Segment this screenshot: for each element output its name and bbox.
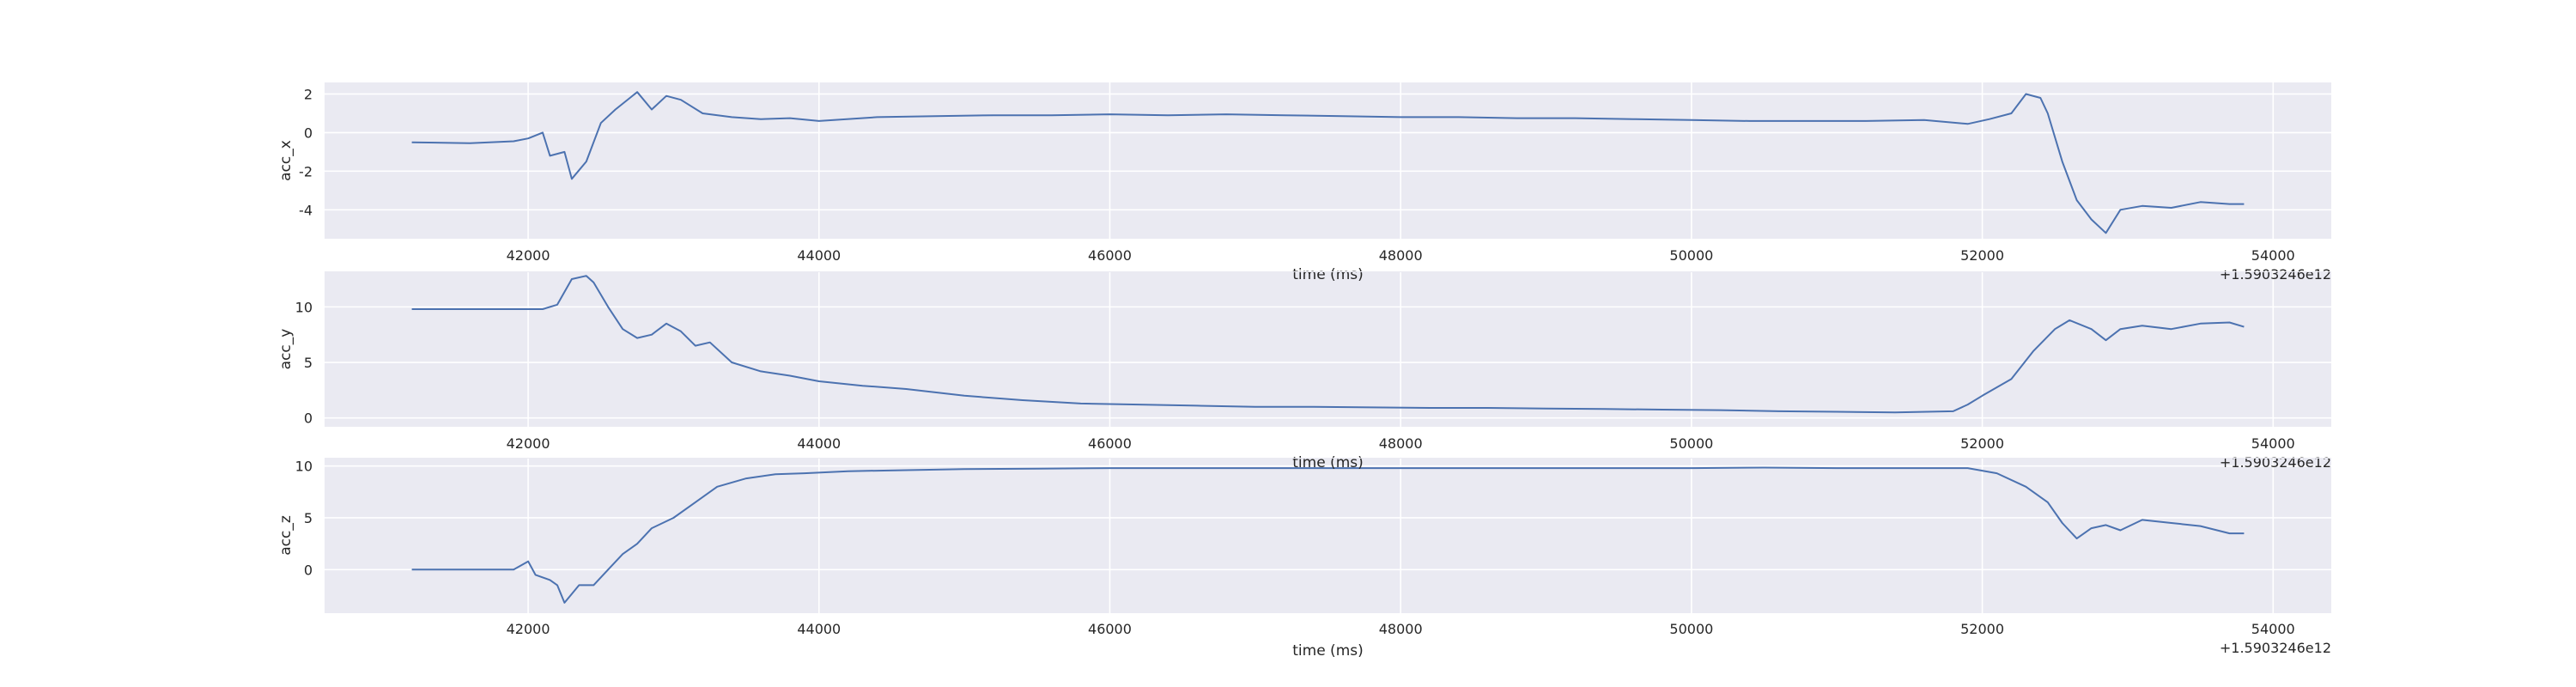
y-tick-label: 10 bbox=[295, 459, 313, 475]
x-tick-label: 48000 bbox=[1379, 247, 1423, 264]
y-tick-label: -2 bbox=[299, 163, 313, 179]
x-axis-label: time (ms) bbox=[1292, 454, 1364, 471]
chart-panel-acc_x: 42000 44000 46000 48000 50000 52000 54000 -4 -2 0… bbox=[277, 82, 2331, 264]
x-tick-label: 42000 bbox=[507, 435, 550, 452]
chart-panel-acc_z: 42000 44000 46000 48000 50000 52000 54000 0 5 10 a… bbox=[277, 458, 2331, 637]
x-tick-label: 50000 bbox=[1669, 621, 1713, 637]
y-tick-label: 5 bbox=[304, 355, 313, 371]
chart-panel-acc_y: 42000 44000 46000 48000 50000 52000 54000 0 5 10a… bbox=[277, 271, 2331, 452]
y-axis-label: acc_z bbox=[277, 515, 295, 556]
x-axis-annotations-acc_z: time (ms) +1.5903246e12 bbox=[1292, 640, 2331, 660]
x-tick-label: 44000 bbox=[797, 435, 841, 452]
plot-area bbox=[325, 458, 2331, 613]
x-offset-label: +1.5903246e12 bbox=[2220, 640, 2331, 656]
x-tick-label: 46000 bbox=[1088, 435, 1132, 452]
plot-area bbox=[325, 82, 2331, 239]
x-tick-label: 52000 bbox=[1960, 247, 2004, 264]
panel-top-edge bbox=[325, 271, 2331, 272]
x-axis-label: time (ms) bbox=[1292, 266, 1364, 283]
x-tick-label: 46000 bbox=[1088, 621, 1132, 637]
y-tick-label: 0 bbox=[304, 410, 313, 427]
x-tick-label: 54000 bbox=[2251, 247, 2295, 264]
x-tick-label: 44000 bbox=[797, 621, 841, 637]
series-line-acc_y bbox=[411, 275, 2245, 414]
x-tick-label: 50000 bbox=[1669, 247, 1713, 264]
y-tick-label: -4 bbox=[299, 202, 313, 218]
series-line-acc_z bbox=[411, 466, 2245, 604]
x-axis-annotations-acc_x: time (ms) +1.5903246e12 bbox=[1292, 266, 2331, 283]
x-offset-label: +1.5903246e12 bbox=[2220, 266, 2331, 283]
x-tick-label: 42000 bbox=[507, 247, 550, 264]
x-tick-label: 42000 bbox=[507, 621, 550, 637]
series-line-acc_x bbox=[411, 91, 2245, 234]
x-tick-label: 52000 bbox=[1960, 435, 2004, 452]
y-tick-label: 0 bbox=[304, 562, 313, 578]
x-tick-label: 48000 bbox=[1379, 435, 1423, 452]
panel-top-edge bbox=[325, 458, 2331, 459]
y-axis-label: acc_y bbox=[277, 329, 295, 370]
y-tick-label: 10 bbox=[295, 299, 313, 315]
x-tick-label: 52000 bbox=[1960, 621, 2004, 637]
x-tick-label: 46000 bbox=[1088, 247, 1132, 264]
y-tick-label: 5 bbox=[304, 510, 313, 526]
plot-area bbox=[325, 271, 2331, 427]
x-tick-label: 44000 bbox=[797, 247, 841, 264]
x-tick-label: 48000 bbox=[1379, 621, 1423, 637]
x-offset-label: +1.5903246e12 bbox=[2220, 454, 2331, 471]
x-tick-label: 50000 bbox=[1669, 435, 1713, 452]
y-axis-label: acc_x bbox=[277, 140, 295, 181]
y-tick-label: 2 bbox=[304, 86, 313, 102]
x-tick-label: 54000 bbox=[2251, 435, 2295, 452]
x-tick-label: 54000 bbox=[2251, 621, 2295, 637]
y-tick-label: 0 bbox=[304, 125, 313, 141]
x-axis-label: time (ms) bbox=[1292, 642, 1364, 660]
